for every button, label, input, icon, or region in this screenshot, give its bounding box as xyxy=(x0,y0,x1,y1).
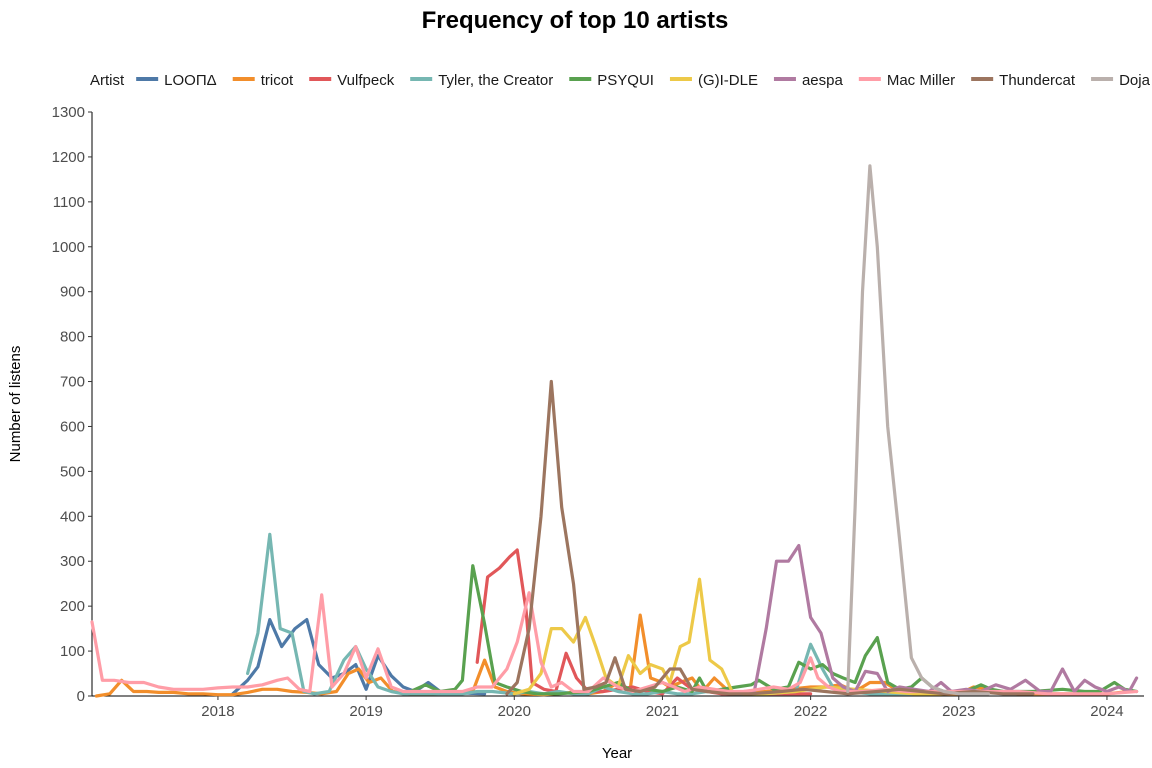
y-tick-label: 900 xyxy=(60,284,85,301)
chart-title: Frequency of top 10 artists xyxy=(422,7,729,34)
legend-entry-label: aespa xyxy=(802,72,844,89)
x-tick-label: 2019 xyxy=(349,703,382,720)
legend-entry-label: PSYQUI xyxy=(597,72,654,89)
x-tick-label: 2018 xyxy=(201,703,234,720)
legend-entry-label: Vulfpeck xyxy=(337,72,394,89)
legend-entry-label: Tyler, the Creator xyxy=(438,72,553,89)
y-tick-label: 100 xyxy=(60,643,85,660)
y-tick-label: 200 xyxy=(60,598,85,615)
y-ticks: 0 100 200 300 400 500 600 700 800 900 1000 1100 1200… xyxy=(52,104,92,705)
x-ticks: 2018 2019 2020 2021 2022 2023 2024 xyxy=(201,696,1124,720)
y-tick-label: 1300 xyxy=(52,104,85,121)
y-tick-label: 500 xyxy=(60,463,85,480)
x-tick-label: 2022 xyxy=(794,703,827,720)
y-tick-label: 700 xyxy=(60,374,85,391)
legend-entry-label: tricot xyxy=(261,72,294,89)
legend-entry-label: Doja Cat xyxy=(1119,72,1152,89)
x-tick-label: 2023 xyxy=(942,703,975,720)
series-line-8 xyxy=(505,379,1035,696)
x-axis-label: Year xyxy=(602,745,632,762)
y-tick-label: 400 xyxy=(60,508,85,525)
series-line-9 xyxy=(846,164,990,696)
legend-entry-label: LOOΠΔ xyxy=(164,72,217,89)
axes xyxy=(91,112,1144,697)
legend-entry-label: Mac Miller xyxy=(887,72,955,89)
y-axis-label: Number of listens xyxy=(7,346,24,463)
y-tick-label: 0 xyxy=(77,688,85,705)
legend-entry-label: Thundercat xyxy=(999,72,1076,89)
legend-entry-label: (G)I-DLE xyxy=(698,72,758,89)
legend: Artist LOOΠΔ tricot Vulfpeck Tyler, the Cre… xyxy=(90,72,1152,89)
y-tick-label: 800 xyxy=(60,329,85,346)
y-tick-label: 1100 xyxy=(53,194,85,211)
series-line-7 xyxy=(90,591,1139,696)
y-tick-label: 1200 xyxy=(52,149,85,166)
series-lines xyxy=(90,164,1139,698)
y-tick-label: 1000 xyxy=(52,239,85,256)
legend-title: Artist xyxy=(90,72,125,89)
x-tick-label: 2021 xyxy=(646,703,679,720)
x-tick-label: 2024 xyxy=(1090,703,1123,720)
y-tick-label: 600 xyxy=(60,418,85,435)
x-tick-label: 2020 xyxy=(498,703,531,720)
y-tick-label: 300 xyxy=(60,553,85,570)
